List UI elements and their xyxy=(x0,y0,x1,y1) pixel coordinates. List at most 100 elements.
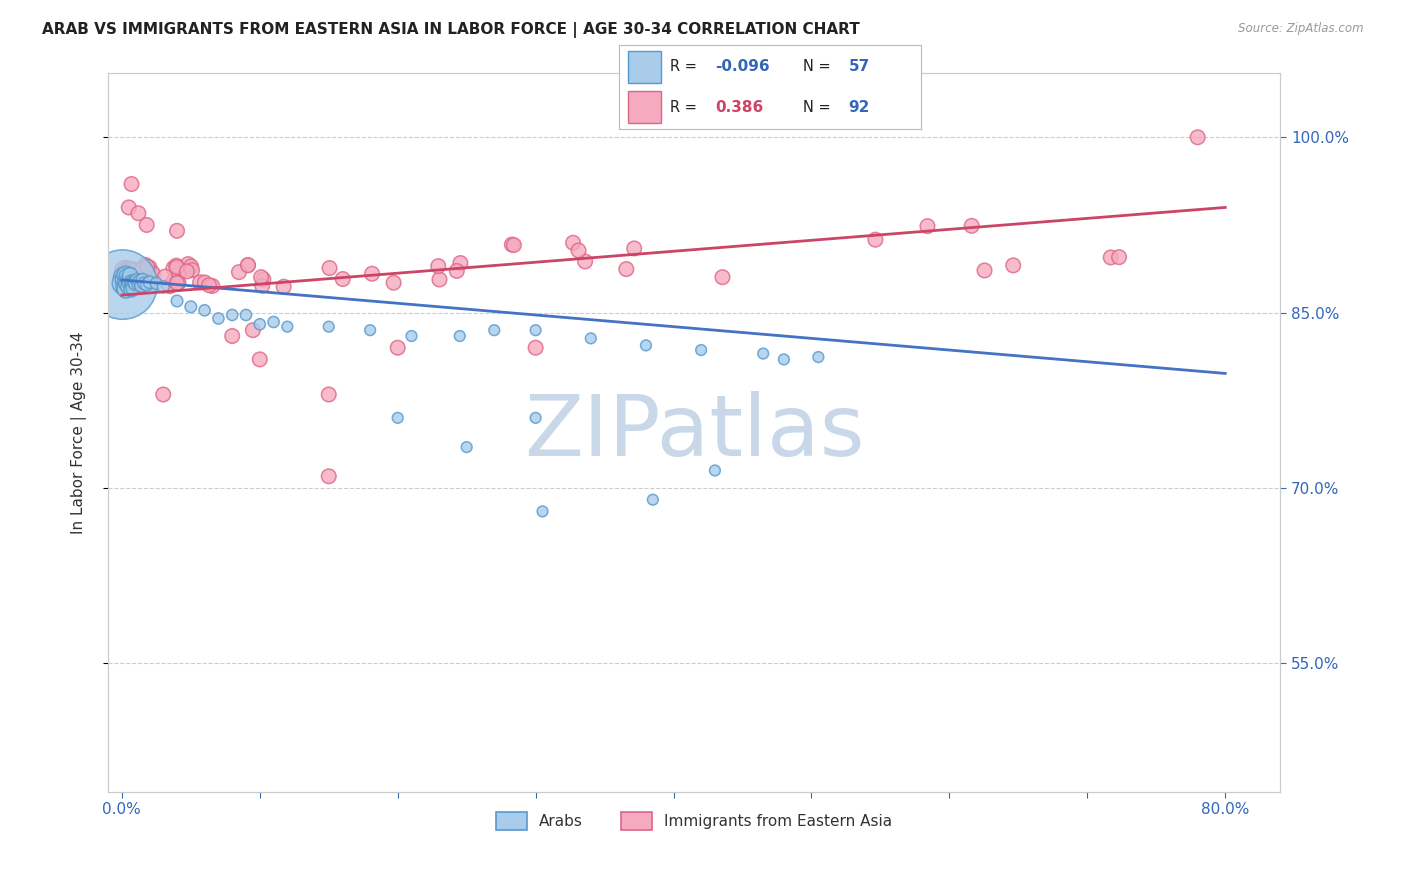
Point xyxy=(112,270,135,285)
Point xyxy=(115,267,138,281)
Point xyxy=(136,260,159,274)
Point xyxy=(115,265,138,279)
Point xyxy=(361,267,384,281)
Point xyxy=(114,269,136,284)
Point xyxy=(865,233,887,247)
Point xyxy=(973,263,995,277)
Point xyxy=(221,329,243,343)
Point xyxy=(132,275,155,289)
Point xyxy=(128,277,150,291)
Text: ZIPatlas: ZIPatlas xyxy=(524,391,865,474)
Point xyxy=(118,280,141,294)
Point xyxy=(446,264,468,278)
Point xyxy=(145,277,167,291)
Point xyxy=(111,277,134,292)
Point xyxy=(127,277,149,291)
Point xyxy=(180,260,202,274)
Text: ARAB VS IMMIGRANTS FROM EASTERN ASIA IN LABOR FORCE | AGE 30-34 CORRELATION CHAR: ARAB VS IMMIGRANTS FROM EASTERN ASIA IN … xyxy=(42,22,860,38)
Point xyxy=(176,264,198,278)
Point xyxy=(118,262,141,277)
Point xyxy=(115,275,138,289)
Point xyxy=(117,264,139,278)
Text: 57: 57 xyxy=(848,59,870,74)
Point xyxy=(118,278,141,293)
Point xyxy=(142,267,165,281)
Point xyxy=(121,268,143,283)
Point xyxy=(524,323,547,337)
Point xyxy=(166,224,188,238)
Point xyxy=(387,410,409,425)
Point xyxy=(114,280,136,294)
Point xyxy=(332,272,354,286)
Point xyxy=(524,410,547,425)
Point xyxy=(117,264,139,278)
Point xyxy=(567,244,589,258)
Point xyxy=(531,504,554,518)
Point xyxy=(177,257,200,271)
Point xyxy=(114,273,136,287)
Point xyxy=(318,261,340,276)
Point xyxy=(960,219,983,233)
Point xyxy=(165,259,187,273)
Point xyxy=(124,268,146,282)
Point xyxy=(427,259,450,273)
Point xyxy=(574,254,596,268)
Bar xyxy=(627,51,661,83)
Point xyxy=(118,279,141,293)
Point xyxy=(115,264,138,278)
Text: N =: N = xyxy=(803,100,835,115)
Text: R =: R = xyxy=(671,59,702,74)
Point xyxy=(117,277,139,291)
Point xyxy=(249,352,271,367)
Text: R =: R = xyxy=(671,100,702,115)
Point xyxy=(118,273,141,287)
Point xyxy=(120,271,142,285)
Point xyxy=(273,279,295,293)
Point xyxy=(132,264,155,278)
Point xyxy=(135,275,157,289)
Bar xyxy=(627,91,661,123)
Point xyxy=(917,219,939,234)
Point xyxy=(166,293,188,308)
Point xyxy=(382,276,405,290)
Point xyxy=(752,346,775,360)
Point xyxy=(122,281,145,295)
Point xyxy=(128,274,150,288)
Point xyxy=(250,270,273,285)
Point xyxy=(121,271,143,285)
Point xyxy=(141,266,163,280)
Point xyxy=(121,177,143,191)
Point xyxy=(115,266,138,280)
Point xyxy=(120,268,142,283)
Point xyxy=(112,270,135,285)
Point xyxy=(121,275,143,289)
Point xyxy=(207,311,229,326)
Point xyxy=(112,273,135,287)
Point xyxy=(484,323,506,337)
Point xyxy=(138,275,160,289)
Point xyxy=(359,323,381,337)
Point xyxy=(249,318,271,332)
Point xyxy=(703,463,725,477)
Point xyxy=(124,272,146,286)
Point xyxy=(135,218,157,232)
Point xyxy=(166,276,188,290)
Y-axis label: In Labor Force | Age 30-34: In Labor Force | Age 30-34 xyxy=(72,331,87,533)
Point xyxy=(132,277,155,291)
Point xyxy=(114,277,136,291)
Point xyxy=(198,278,221,293)
Point xyxy=(318,469,340,483)
Point xyxy=(134,258,156,272)
Point xyxy=(449,256,471,270)
Point xyxy=(236,258,259,272)
Point xyxy=(501,237,523,252)
Point xyxy=(167,276,190,290)
Point xyxy=(614,262,637,277)
Text: Source: ZipAtlas.com: Source: ZipAtlas.com xyxy=(1239,22,1364,36)
Point xyxy=(456,440,478,454)
Point xyxy=(112,277,135,291)
Point xyxy=(138,260,160,275)
Point xyxy=(711,270,734,285)
Point xyxy=(194,303,217,318)
Point xyxy=(228,265,250,279)
